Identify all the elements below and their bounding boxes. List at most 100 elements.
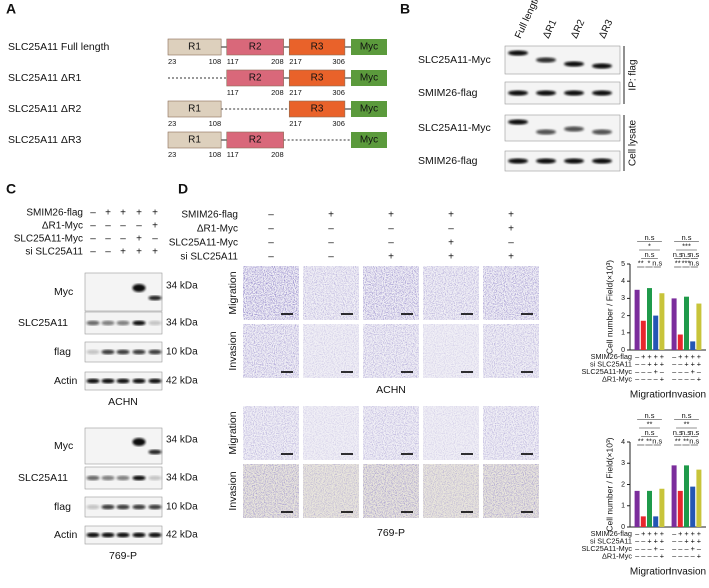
sig-label: n.s bbox=[689, 436, 699, 445]
blot-label: flag bbox=[54, 501, 71, 513]
band bbox=[564, 61, 584, 67]
sig-label: *** bbox=[682, 258, 691, 267]
condition-sign: + bbox=[647, 529, 651, 538]
domain-start: 23 bbox=[168, 57, 176, 66]
condition-sign: + bbox=[654, 544, 658, 553]
domain-box bbox=[226, 38, 284, 56]
domain-box bbox=[288, 38, 346, 56]
domain-end: 208 bbox=[271, 88, 284, 97]
bar bbox=[671, 465, 677, 527]
band bbox=[86, 320, 100, 326]
band bbox=[536, 57, 556, 63]
construct-name: SLC25A11 ΔR1 bbox=[8, 72, 82, 84]
condition-label: ΔR1-Myc bbox=[602, 374, 632, 383]
band bbox=[592, 63, 612, 69]
condition-sign: + bbox=[684, 529, 688, 538]
panel-label: A bbox=[6, 1, 16, 17]
condition-label: si SLC25A11 bbox=[25, 247, 83, 258]
blot-label: Myc bbox=[54, 440, 73, 452]
marker-label: 42 kDa bbox=[166, 530, 198, 541]
condition-sign: – bbox=[635, 544, 640, 553]
condition-sign: + bbox=[448, 252, 454, 263]
condition-sign: + bbox=[691, 529, 695, 538]
y-tick-label: 1 bbox=[621, 503, 625, 510]
condition-sign: + bbox=[684, 536, 688, 545]
condition-sign: – bbox=[268, 252, 274, 263]
band bbox=[101, 475, 115, 481]
bar bbox=[653, 516, 659, 527]
condition-sign: + bbox=[654, 352, 658, 361]
sig-label: ** bbox=[675, 258, 681, 267]
condition-sign: – bbox=[678, 544, 683, 553]
condition-sign: – bbox=[641, 536, 646, 545]
blot bbox=[504, 45, 621, 75]
x-tick-label: Migration bbox=[630, 390, 671, 401]
condition-sign: + bbox=[136, 234, 142, 245]
construct-name: SLC25A11 ΔR2 bbox=[8, 103, 82, 115]
condition-sign: + bbox=[697, 536, 701, 545]
condition-sign: + bbox=[508, 224, 514, 235]
marker-label: 34 kDa bbox=[166, 435, 198, 446]
condition-sign: – bbox=[697, 544, 702, 553]
band bbox=[101, 349, 115, 355]
condition-sign: – bbox=[684, 374, 689, 383]
band bbox=[564, 90, 584, 96]
y-tick-label: 3 bbox=[621, 460, 625, 467]
band bbox=[86, 504, 100, 510]
panel-label: D bbox=[178, 181, 188, 197]
band bbox=[508, 50, 528, 56]
condition-sign: – bbox=[90, 208, 96, 219]
condition-sign: – bbox=[635, 352, 640, 361]
condition-sign: – bbox=[672, 551, 677, 560]
condition-sign: – bbox=[647, 544, 652, 553]
condition-sign: + bbox=[508, 252, 514, 263]
domain-label: R2 bbox=[249, 135, 262, 146]
band bbox=[508, 158, 528, 164]
condition-sign: – bbox=[672, 536, 677, 545]
condition-sign: – bbox=[641, 374, 646, 383]
image-row-label: Invasion bbox=[227, 471, 239, 510]
condition-sign: + bbox=[647, 359, 651, 368]
sig-label: n.s bbox=[652, 436, 662, 445]
bar bbox=[659, 488, 665, 527]
condition-sign: – bbox=[678, 367, 683, 376]
panel-label: C bbox=[6, 181, 16, 197]
cell-line-label: ACHN bbox=[108, 396, 138, 408]
sig-label: * bbox=[648, 241, 651, 250]
domain-end: 208 bbox=[271, 57, 284, 66]
condition-sign: + bbox=[678, 352, 682, 361]
condition-sign: + bbox=[691, 544, 695, 553]
micrograph bbox=[363, 266, 419, 320]
band bbox=[564, 126, 584, 132]
domain-label: R3 bbox=[311, 104, 324, 115]
band bbox=[148, 532, 162, 538]
band bbox=[536, 129, 556, 135]
row-label: SLC25A11-Myc bbox=[418, 54, 491, 66]
condition-sign: – bbox=[268, 238, 274, 249]
condition-label: si SLC25A11 bbox=[590, 359, 632, 368]
condition-sign: – bbox=[684, 544, 689, 553]
condition-label: SMIM26-flag bbox=[26, 208, 83, 219]
band bbox=[132, 438, 146, 446]
sig-label: n.s bbox=[689, 258, 699, 267]
condition-label: SLC25A11-Myc bbox=[169, 238, 238, 249]
blot-label: Myc bbox=[54, 286, 73, 298]
condition-sign: – bbox=[672, 544, 677, 553]
band bbox=[148, 320, 162, 326]
bar bbox=[659, 293, 665, 350]
marker-label: 34 kDa bbox=[166, 473, 198, 484]
sig-label: n.s bbox=[681, 428, 691, 437]
domain-start: 217 bbox=[289, 88, 302, 97]
condition-sign: – bbox=[678, 374, 683, 383]
condition-sign: – bbox=[647, 374, 652, 383]
condition-sign: – bbox=[641, 367, 646, 376]
group-label: IP: flag bbox=[628, 59, 639, 90]
condition-sign: + bbox=[691, 359, 695, 368]
x-tick-label: Invasion bbox=[669, 567, 706, 578]
cell-line-label: 769-P bbox=[109, 550, 137, 562]
micrograph bbox=[243, 324, 299, 378]
band bbox=[564, 158, 584, 164]
condition-sign: + bbox=[654, 367, 658, 376]
condition-sign: – bbox=[136, 221, 142, 232]
domain-start: 217 bbox=[289, 57, 302, 66]
